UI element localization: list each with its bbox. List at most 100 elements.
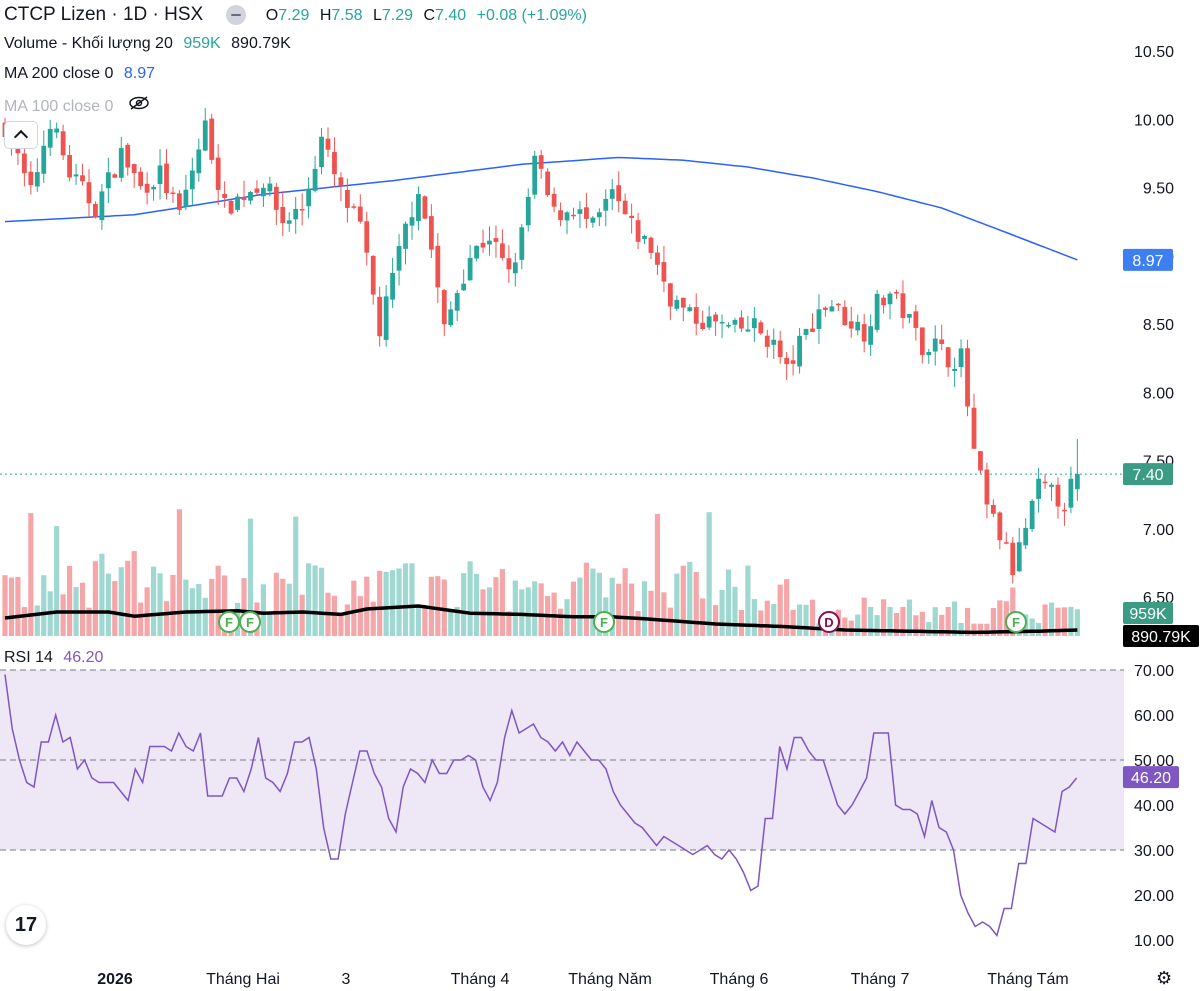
volume-bar [842,617,848,636]
volume-bar [448,610,454,636]
earnings-marker[interactable]: F [218,611,240,633]
marker-circle [239,611,261,633]
candle-body [312,168,318,191]
volume-bar [402,563,409,636]
volume-bar [687,561,693,636]
close-value: 7.40 [435,7,467,24]
ma200-legend[interactable]: MA 200 close 0 8.97 [4,65,155,83]
volume-bar [629,583,635,636]
earnings-marker[interactable]: F [239,611,261,633]
candle-body [674,299,680,309]
marker-label: D [824,615,833,630]
candle-body [538,155,544,169]
volume-bar [1068,606,1074,636]
candle-body [512,262,518,274]
ma200-price-tag-bg [1123,248,1173,271]
volume-bar [725,569,732,636]
candle-body [810,328,815,332]
candle-body [835,303,841,306]
candle-body [726,325,731,327]
candle-body [855,321,861,331]
earnings-marker[interactable]: F [1005,611,1027,633]
volume-legend[interactable]: Volume - Khối lượng 20 959K 890.79K [4,35,291,53]
time-tick-label: 2026 [97,971,133,988]
candle-body [138,171,144,187]
candle-body [842,306,848,326]
volume-bar [306,563,312,636]
time-tick-label: Tháng 6 [710,971,769,988]
candle-body [874,293,880,330]
candle-body [919,327,925,356]
rsi-legend[interactable]: RSI 14 46.20 [4,649,103,667]
last-price-tag: 7.40 [1132,467,1163,484]
volume-bar [732,586,738,636]
volume-bar [939,614,945,636]
volume-ma-tag-bg [1123,625,1199,647]
volume-bar [131,551,137,636]
volume-bar [99,553,105,636]
volume-ma-value: 890.79K [231,35,291,52]
volume-bar [286,583,292,636]
open-label: O [265,7,279,24]
candle-body [267,183,273,192]
candle-body [383,296,389,340]
candle-body [351,206,357,208]
settings-gear-icon[interactable]: ⚙ [1156,968,1173,988]
candle-body [280,206,286,224]
volume-bar [880,599,887,636]
volume-bar [105,573,111,636]
candle-body [945,347,951,368]
collapse-legend-button[interactable] [4,121,38,149]
symbol-legend: CTCP Lizen · 1D · HSX O7.29 H7.58 L7.29 … [4,4,593,26]
volume-bar [512,580,518,636]
candle-body [454,293,460,311]
volume-bar [790,609,796,636]
candle-body [325,138,331,150]
volume-bar [60,594,66,636]
candle-body [790,360,796,364]
volume-bar [654,513,661,636]
candle-body [655,252,660,265]
volume-bar [745,565,751,636]
volume-bar [641,581,648,636]
price-tick-label: 10.50 [1134,44,1174,61]
candle-body [661,262,667,282]
candle-body [1029,500,1035,530]
ma100-legend[interactable]: MA 100 close 0 [4,95,150,116]
volume-bar [796,604,803,636]
high-value: 7.58 [331,7,363,24]
candle-body [693,307,699,324]
candle-body [816,309,822,329]
candle-body [952,368,958,372]
earnings-marker[interactable]: F [593,611,615,633]
candle-body [1049,484,1054,487]
candle-body [564,212,570,221]
candle-body [41,145,47,174]
volume-bar [900,606,906,636]
volume-bar [751,599,757,636]
candle-body [713,314,718,322]
symbol-title[interactable]: CTCP Lizen · 1D · HSX [4,4,204,25]
candle-body [189,170,195,190]
candle-body [603,198,609,211]
candle-body [1055,484,1061,507]
rsi-tag-bg [1123,766,1179,789]
candle-body [344,190,350,208]
dividend-marker[interactable]: D [818,611,840,633]
price-tick-label: 7.00 [1143,522,1174,539]
candle-body [170,192,176,195]
volume-bar [964,607,971,636]
volume-bar [893,613,900,636]
candle-body [978,451,983,471]
eye-off-icon[interactable] [128,95,150,116]
candle-body [545,171,551,196]
candle-body [47,128,53,148]
volume-bar [713,605,719,636]
candle-body [1042,481,1048,484]
rsi-label: RSI 14 [4,649,53,666]
tradingview-logo-icon[interactable]: 17 [6,905,46,945]
hide-icon[interactable] [226,4,247,25]
rsi-path [4,674,1078,938]
